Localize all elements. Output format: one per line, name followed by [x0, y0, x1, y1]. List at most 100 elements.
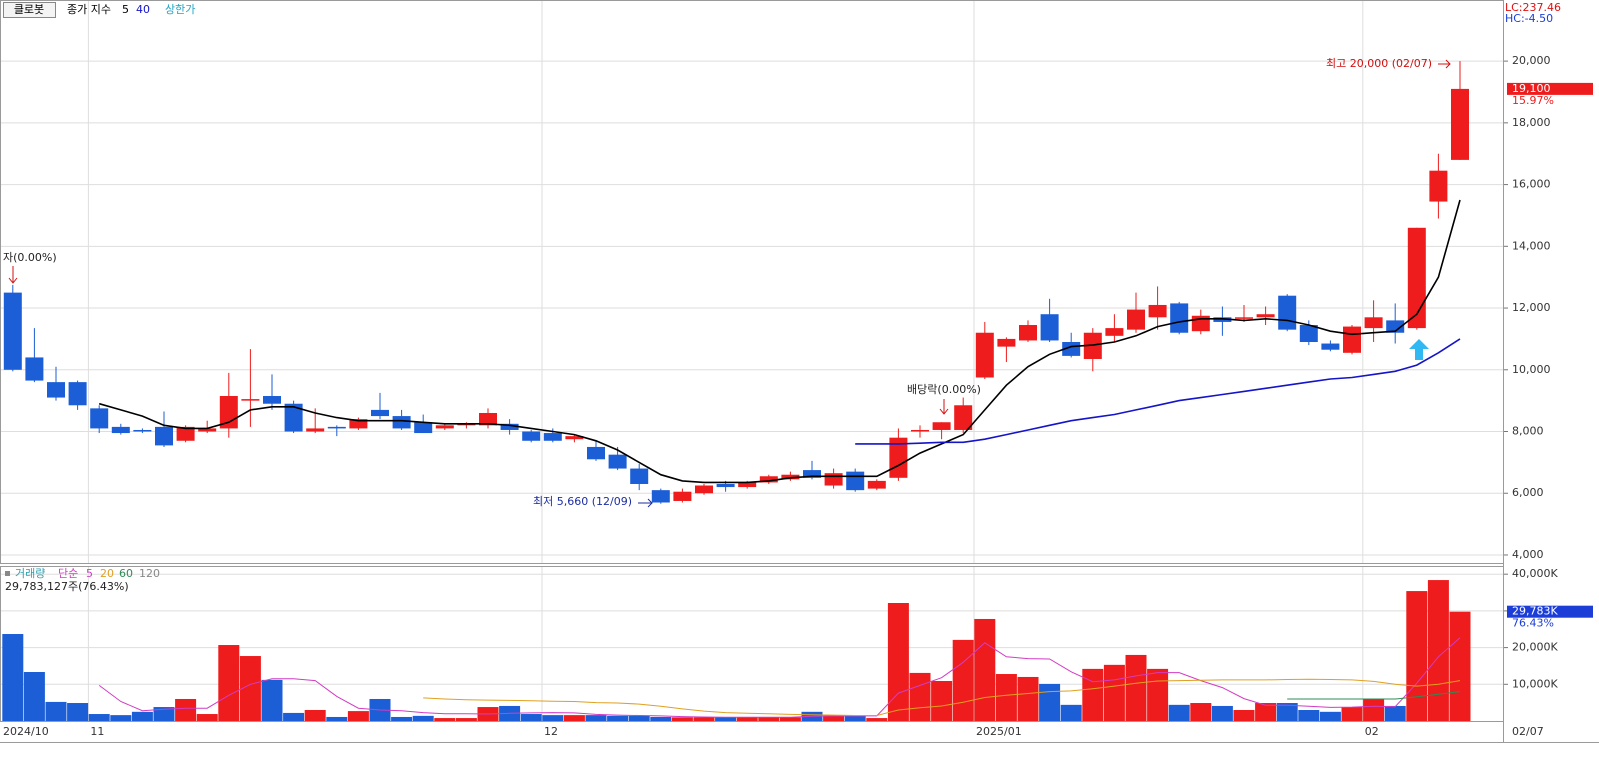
mark-layer [2, 61, 1471, 721]
volume-bar [1168, 704, 1190, 721]
x-tick-label: 02/07 [1512, 725, 1544, 738]
volume-bar [542, 715, 564, 721]
y-tick-label: 20,000K [1512, 641, 1558, 654]
candle-body [1170, 303, 1189, 333]
y-tick-label: 4,000 [1512, 548, 1544, 561]
volume-bar [995, 674, 1017, 721]
volume-bar [1190, 703, 1212, 721]
candle-body [1278, 295, 1297, 330]
volume-bar [1233, 709, 1255, 721]
volume-bar [45, 701, 67, 721]
candle-body [1040, 314, 1059, 341]
candle-body [1127, 309, 1145, 330]
candle-body [695, 485, 713, 494]
last-volume-change: 76.43% [1512, 617, 1554, 630]
candle-body [522, 431, 541, 441]
volume-bar [823, 715, 845, 721]
candle-body [111, 426, 130, 434]
candle-body [1299, 325, 1318, 342]
candle-body [608, 454, 627, 469]
volume-bar [1039, 683, 1061, 721]
candle-body [932, 422, 951, 430]
low-arrow [638, 498, 653, 508]
volume-bar [844, 715, 866, 721]
dividend-annotation: 배당락(0.00%) [907, 383, 981, 396]
y-tick-label: 12,000 [1512, 301, 1551, 314]
volume-bar [1449, 611, 1471, 721]
volume-bar [347, 711, 369, 721]
stock-name-box[interactable] [3, 2, 56, 18]
volume-bar [520, 714, 542, 721]
signal-arrow [1409, 339, 1429, 360]
volume-bar [974, 618, 996, 721]
dividend-arrow [939, 399, 949, 415]
volume-bar [67, 703, 89, 721]
volume-bar [1406, 591, 1428, 721]
left-annotation: 자(0.00%) [3, 251, 57, 264]
legend-icon [5, 571, 10, 576]
candle-body [1062, 341, 1081, 356]
volume-bar [23, 672, 45, 721]
volume-bar [175, 698, 197, 721]
volume-info: 29,783,127주(76.43%) [5, 580, 129, 593]
volume-bar [650, 716, 672, 721]
high-arrow [1438, 59, 1451, 69]
candle-body [435, 425, 454, 429]
volume-bar [304, 709, 326, 721]
candle-body [1019, 325, 1037, 341]
last-volume: 29,783K [1512, 605, 1558, 618]
y-tick-label: 10,000 [1512, 363, 1551, 376]
volume-bar [693, 717, 715, 721]
volume-bar [628, 715, 650, 721]
candle-body [1407, 227, 1426, 329]
candle-body [1321, 343, 1340, 350]
candle-body [25, 357, 44, 381]
volume-bar [1427, 580, 1449, 721]
volume-bar [931, 680, 953, 721]
candle-body [198, 428, 217, 432]
volume-bar [412, 715, 434, 721]
candle-body [738, 482, 757, 488]
candle-body [1256, 314, 1275, 318]
y-tick-label: 20,000 [1512, 54, 1551, 67]
moving-average [98, 199, 1461, 484]
volume-bar [1017, 676, 1039, 721]
candle-body [846, 471, 865, 491]
volume-bar [1211, 705, 1233, 721]
ma-legend: 20 [100, 567, 114, 580]
stock-name[interactable]: 클로봇 [14, 3, 44, 16]
volume-title: 거래량 [15, 567, 45, 580]
candle-body [587, 446, 605, 460]
x-tick-label: 12 [544, 725, 558, 738]
candle-body [414, 422, 433, 434]
volume-bar [671, 717, 693, 721]
candle-body [954, 405, 973, 430]
volume-bar [196, 714, 218, 721]
candle-body [284, 403, 303, 432]
candle-body [306, 428, 325, 432]
candle-body [1429, 170, 1448, 202]
candle-body [1451, 88, 1469, 160]
volume-bar [715, 717, 737, 721]
grid-layer [0, 0, 1508, 721]
volume-bar [1341, 707, 1363, 721]
candle-body [1364, 317, 1383, 329]
y-tick-label: 16,000 [1512, 178, 1551, 191]
candle-body [565, 436, 584, 440]
candle-body [1148, 304, 1167, 318]
volume-bar [2, 634, 24, 721]
indicator-label: 종가 지수 [67, 3, 111, 16]
candle-body [824, 473, 843, 486]
x-tick-label: 11 [90, 725, 104, 738]
high-annotation: 최고 20,000 (02/07) [1326, 57, 1432, 70]
volume-bar [283, 712, 305, 721]
volume-bar [1363, 698, 1385, 721]
limit-label: 상한가 [165, 3, 195, 16]
x-tick-label: 2025/01 [976, 725, 1022, 738]
volume-bar [1125, 654, 1147, 721]
candle-body [975, 332, 994, 378]
volume-bar [1298, 709, 1320, 721]
ma-legend: 5 [86, 567, 93, 580]
candle-body [1213, 317, 1232, 322]
